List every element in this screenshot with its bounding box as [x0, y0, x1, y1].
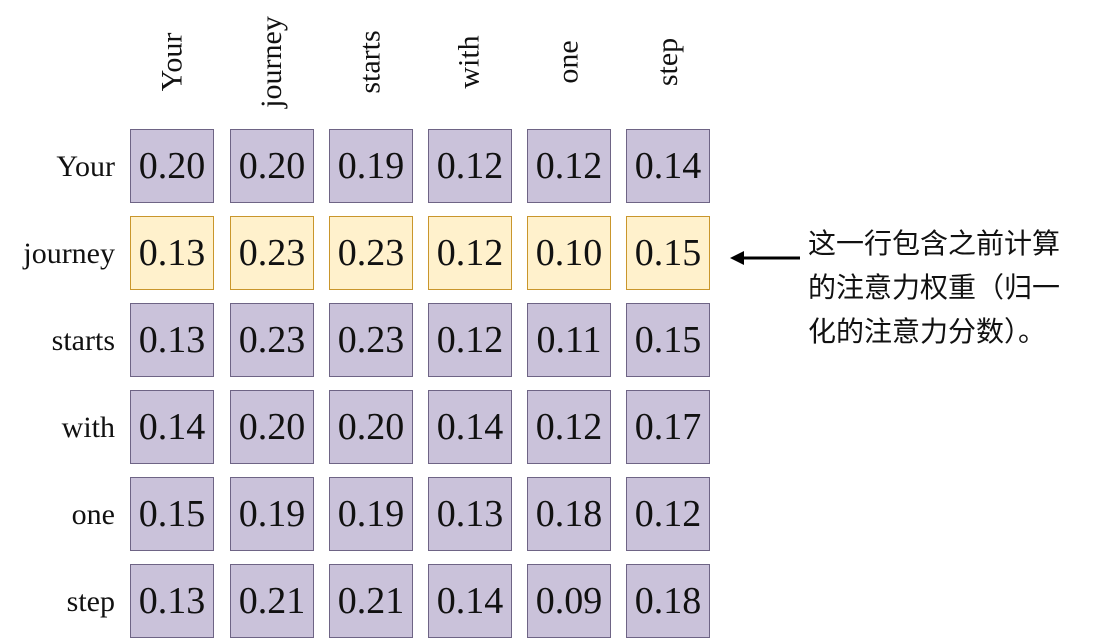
weight-cell: 0.15 — [626, 303, 710, 377]
weight-cell: 0.20 — [230, 129, 314, 203]
column-label-text: journey — [255, 16, 289, 108]
highlighted-weight-cell: 0.23 — [230, 216, 314, 290]
weight-cell: 0.20 — [130, 129, 214, 203]
weight-cell: 0.12 — [527, 129, 611, 203]
annotation-line: 化的注意力分数）。 — [808, 315, 1047, 348]
weight-cell: 0.14 — [626, 129, 710, 203]
highlighted-weight-cell: 0.23 — [329, 216, 413, 290]
weight-cell: 0.14 — [130, 390, 214, 464]
weight-cell: 0.11 — [527, 303, 611, 377]
weight-cell: 0.21 — [329, 564, 413, 638]
weight-cell: 0.14 — [428, 564, 512, 638]
column-label-step: step — [648, 6, 688, 118]
row-label-with: with — [61, 411, 115, 444]
weight-cell: 0.13 — [130, 564, 214, 638]
column-label-one: one — [549, 6, 589, 118]
annotation-line: 的注意力权重（归一 — [808, 271, 1061, 304]
arrow-icon — [730, 251, 800, 265]
weight-cell: 0.12 — [428, 303, 512, 377]
row-label-one: one — [71, 498, 115, 531]
highlighted-weight-cell: 0.10 — [527, 216, 611, 290]
annotation-line: 这一行包含之前计算 — [808, 227, 1061, 260]
weight-cell: 0.23 — [230, 303, 314, 377]
column-label-with: with — [450, 6, 490, 118]
annotation-text: 这一行包含之前计算 的注意力权重（归一 化的注意力分数）。 — [808, 222, 1108, 354]
weight-cell: 0.09 — [527, 564, 611, 638]
weight-cell: 0.13 — [428, 477, 512, 551]
column-label-your: Your — [152, 6, 192, 118]
row-label-your: Your — [56, 150, 115, 183]
column-label-text: starts — [354, 30, 388, 94]
weight-cell: 0.13 — [130, 303, 214, 377]
weight-cell: 0.17 — [626, 390, 710, 464]
weight-cell: 0.12 — [428, 129, 512, 203]
column-label-journey: journey — [252, 6, 292, 118]
weight-cell: 0.19 — [329, 477, 413, 551]
row-label-step: step — [66, 585, 115, 618]
weight-cell: 0.12 — [527, 390, 611, 464]
weight-cell: 0.12 — [626, 477, 710, 551]
highlighted-weight-cell: 0.15 — [626, 216, 710, 290]
column-label-starts: starts — [351, 6, 391, 118]
highlighted-weight-cell: 0.12 — [428, 216, 512, 290]
column-label-text: Your — [155, 32, 188, 92]
column-label-text: with — [453, 35, 486, 89]
column-label-text: one — [552, 40, 586, 84]
row-label-starts: starts — [51, 324, 115, 357]
weight-cell: 0.18 — [626, 564, 710, 638]
weight-cell: 0.20 — [230, 390, 314, 464]
weight-cell: 0.15 — [130, 477, 214, 551]
weight-cell: 0.19 — [329, 129, 413, 203]
highlighted-weight-cell: 0.13 — [130, 216, 214, 290]
column-label-text: step — [651, 37, 685, 87]
row-label-journey: journey — [23, 237, 115, 270]
weight-cell: 0.20 — [329, 390, 413, 464]
weight-cell: 0.21 — [230, 564, 314, 638]
weight-cell: 0.23 — [329, 303, 413, 377]
weight-cell: 0.19 — [230, 477, 314, 551]
weight-cell: 0.18 — [527, 477, 611, 551]
weight-cell: 0.14 — [428, 390, 512, 464]
